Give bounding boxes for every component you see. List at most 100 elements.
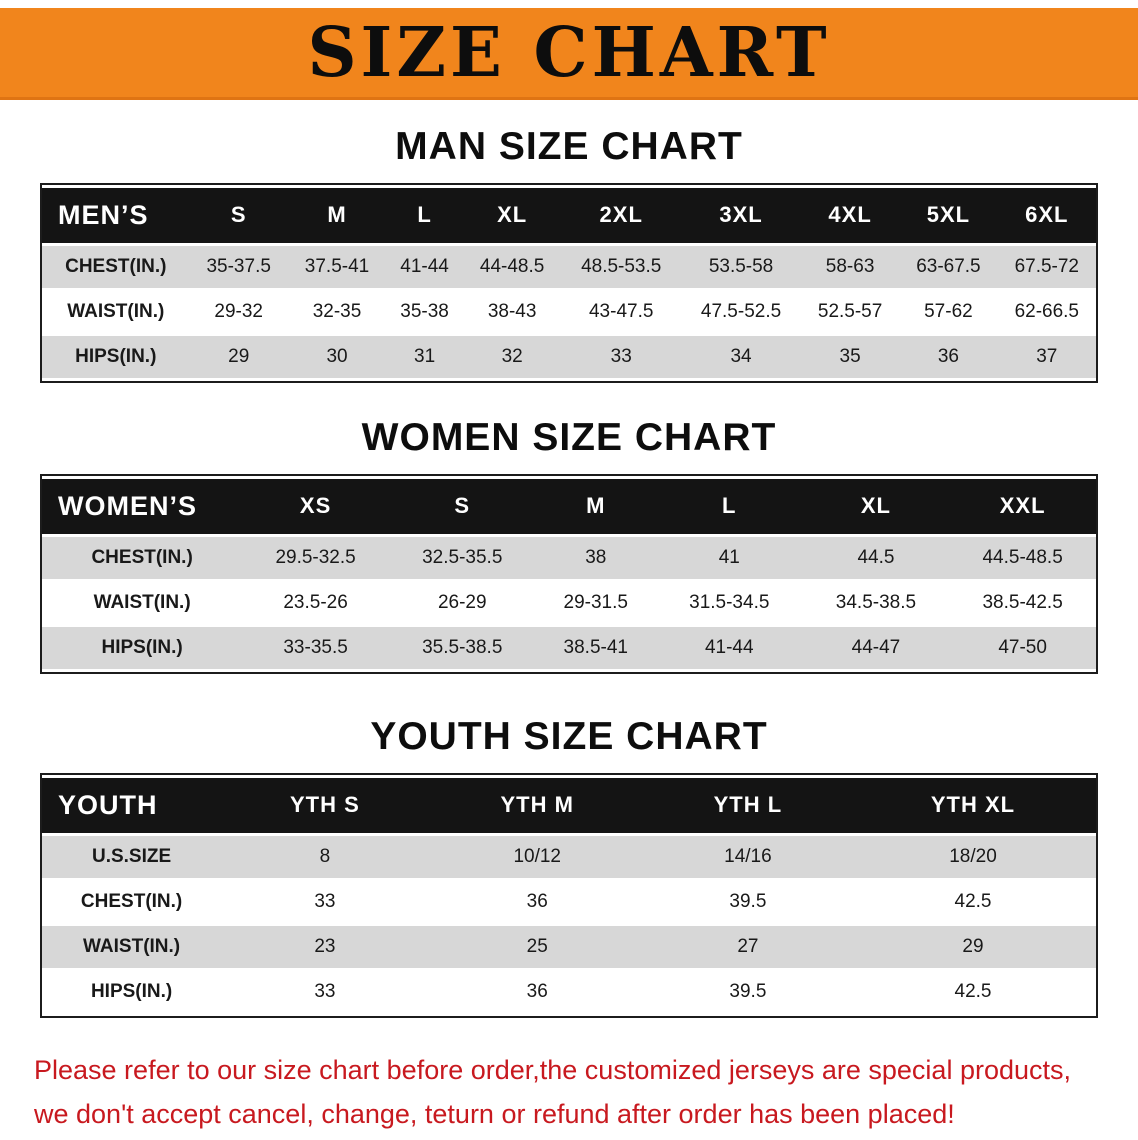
measurement-row: HIPS(IN.) 33 36 39.5 42.5 bbox=[42, 970, 1096, 1013]
size-value-cell: 47-50 bbox=[949, 626, 1096, 669]
women-size-section: WOMEN SIZE CHART WOMEN’S XS S M L XL XXL CHEST(… bbox=[0, 416, 1138, 674]
size-value-cell: 14/16 bbox=[645, 835, 850, 878]
size-value-cell: 47.5-52.5 bbox=[681, 290, 801, 333]
measurement-row: CHEST(IN.) 33 36 39.5 42.5 bbox=[42, 880, 1096, 923]
size-value-cell: 27 bbox=[645, 925, 850, 968]
women-size-table: WOMEN’S XS S M L XL XXL CHEST(IN.) 29.5-32.5 32.5… bbox=[40, 473, 1098, 674]
table-header-row: MEN’S S M L XL 2XL 3XL 4XL 5XL 6XL bbox=[42, 187, 1096, 243]
row-label-cell: HIPS(IN.) bbox=[42, 970, 222, 1013]
size-value-cell: 44-47 bbox=[802, 626, 950, 669]
size-value-cell: 58-63 bbox=[800, 245, 900, 288]
size-value-cell: 35 bbox=[800, 335, 900, 378]
size-column-header: L bbox=[655, 478, 803, 534]
size-value-cell: 67.5-72 bbox=[997, 245, 1096, 288]
row-label-cell: U.S.SIZE bbox=[42, 835, 222, 878]
youth-section-heading: YOUTH SIZE CHART bbox=[370, 714, 768, 758]
size-value-cell: 36 bbox=[428, 880, 646, 923]
footer-note-line-2: we don't accept cancel, change, teturn o… bbox=[34, 1099, 955, 1130]
size-value-cell: 41-44 bbox=[655, 626, 803, 669]
size-value-cell: 38-43 bbox=[462, 290, 562, 333]
size-value-cell: 33 bbox=[221, 880, 429, 923]
measurement-row: WAIST(IN.) 23 25 27 29 bbox=[42, 925, 1096, 968]
measurement-row: CHEST(IN.) 29.5-32.5 32.5-35.5 38 41 44.5 44.5… bbox=[42, 536, 1096, 579]
measurement-row: WAIST(IN.) 23.5-26 26-29 29-31.5 31.5-34.5 34… bbox=[42, 581, 1096, 624]
size-value-cell: 29-32 bbox=[189, 290, 288, 333]
row-label-cell: WAIST(IN.) bbox=[42, 581, 243, 624]
size-value-cell: 29.5-32.5 bbox=[242, 536, 389, 579]
size-value-cell: 10/12 bbox=[428, 835, 646, 878]
size-value-cell: 31.5-34.5 bbox=[655, 581, 803, 624]
size-value-cell: 62-66.5 bbox=[997, 290, 1096, 333]
page-title: SIZE CHART bbox=[307, 12, 831, 93]
size-value-cell: 38.5-42.5 bbox=[949, 581, 1096, 624]
size-column-header: XS bbox=[242, 478, 389, 534]
size-value-cell: 42.5 bbox=[850, 880, 1096, 923]
size-value-cell: 42.5 bbox=[850, 970, 1096, 1013]
youth-size-section: YOUTH SIZE CHART YOUTH YTH S YTH M YTH L YTH… bbox=[0, 714, 1138, 1018]
size-value-cell: 26-29 bbox=[388, 581, 536, 624]
row-label-cell: CHEST(IN.) bbox=[42, 536, 243, 579]
size-value-cell: 8 bbox=[221, 835, 429, 878]
size-value-cell: 30 bbox=[287, 335, 387, 378]
size-column-header: 5XL bbox=[899, 187, 998, 243]
row-label-cell: CHEST(IN.) bbox=[42, 880, 222, 923]
size-value-cell: 44.5-48.5 bbox=[949, 536, 1096, 579]
size-value-cell: 41-44 bbox=[386, 245, 463, 288]
size-column-header: S bbox=[189, 187, 288, 243]
size-column-header: YTH M bbox=[428, 777, 646, 833]
size-value-cell: 29 bbox=[850, 925, 1096, 968]
table-title-cell: WOMEN’S bbox=[42, 478, 243, 534]
row-label-cell: HIPS(IN.) bbox=[42, 626, 243, 669]
size-value-cell: 35-38 bbox=[386, 290, 463, 333]
size-value-cell: 36 bbox=[428, 970, 646, 1013]
size-value-cell: 52.5-57 bbox=[800, 290, 900, 333]
size-value-cell: 29 bbox=[189, 335, 288, 378]
man-size-table: MEN’S S M L XL 2XL 3XL 4XL 5XL 6XL CHEST(IN.) 35-37… bbox=[40, 182, 1098, 383]
size-column-header: YTH L bbox=[645, 777, 850, 833]
man-section-heading: MAN SIZE CHART bbox=[395, 125, 743, 168]
size-chart-page: SIZE CHART MAN SIZE CHART MEN’S S M L XL 2XL 3… bbox=[0, 8, 1138, 1137]
size-value-cell: 48.5-53.5 bbox=[561, 245, 682, 288]
size-value-cell: 33 bbox=[221, 970, 429, 1013]
size-value-cell: 44-48.5 bbox=[462, 245, 562, 288]
size-value-cell: 33 bbox=[561, 335, 682, 378]
row-label-cell: WAIST(IN.) bbox=[42, 290, 190, 333]
size-value-cell: 34.5-38.5 bbox=[802, 581, 950, 624]
size-value-cell: 29-31.5 bbox=[535, 581, 656, 624]
size-value-cell: 35.5-38.5 bbox=[388, 626, 536, 669]
table-title-cell: YOUTH bbox=[42, 777, 222, 833]
table-title-cell: MEN’S bbox=[42, 187, 190, 243]
size-value-cell: 25 bbox=[428, 925, 646, 968]
size-value-cell: 39.5 bbox=[645, 880, 850, 923]
size-value-cell: 34 bbox=[681, 335, 801, 378]
size-value-cell: 32-35 bbox=[287, 290, 387, 333]
size-value-cell: 44.5 bbox=[802, 536, 950, 579]
size-value-cell: 53.5-58 bbox=[681, 245, 801, 288]
measurement-row: HIPS(IN.) 29 30 31 32 33 34 35 36 37 bbox=[42, 335, 1096, 378]
size-column-header: M bbox=[535, 478, 656, 534]
size-value-cell: 35-37.5 bbox=[189, 245, 288, 288]
footer-note-line-1: Please refer to our size chart before or… bbox=[34, 1054, 1072, 1085]
measurement-row: CHEST(IN.) 35-37.5 37.5-41 41-44 44-48.5 48.5… bbox=[42, 245, 1096, 288]
row-label-cell: HIPS(IN.) bbox=[42, 335, 190, 378]
measurement-row: U.S.SIZE 8 10/12 14/16 18/20 bbox=[42, 835, 1096, 878]
size-column-header: XL bbox=[802, 478, 950, 534]
size-column-header: 3XL bbox=[681, 187, 801, 243]
man-size-section: MAN SIZE CHART MEN’S S M L XL 2XL 3XL 4XL 5XL 6XL… bbox=[0, 125, 1138, 383]
row-label-cell: CHEST(IN.) bbox=[42, 245, 190, 288]
size-value-cell: 41 bbox=[655, 536, 803, 579]
size-column-header: YTH S bbox=[221, 777, 429, 833]
size-value-cell: 18/20 bbox=[850, 835, 1096, 878]
size-column-header: XXL bbox=[949, 478, 1096, 534]
size-column-header: YTH XL bbox=[850, 777, 1096, 833]
size-value-cell: 38 bbox=[535, 536, 656, 579]
size-column-header: L bbox=[386, 187, 463, 243]
size-value-cell: 31 bbox=[386, 335, 463, 378]
size-column-header: 2XL bbox=[561, 187, 682, 243]
size-value-cell: 32 bbox=[462, 335, 562, 378]
size-value-cell: 32.5-35.5 bbox=[388, 536, 536, 579]
size-column-header: 6XL bbox=[997, 187, 1096, 243]
size-value-cell: 37.5-41 bbox=[287, 245, 387, 288]
youth-size-table: YOUTH YTH S YTH M YTH L YTH XL U.S.SIZE 8 10/12… bbox=[40, 772, 1098, 1018]
size-column-header: S bbox=[388, 478, 536, 534]
